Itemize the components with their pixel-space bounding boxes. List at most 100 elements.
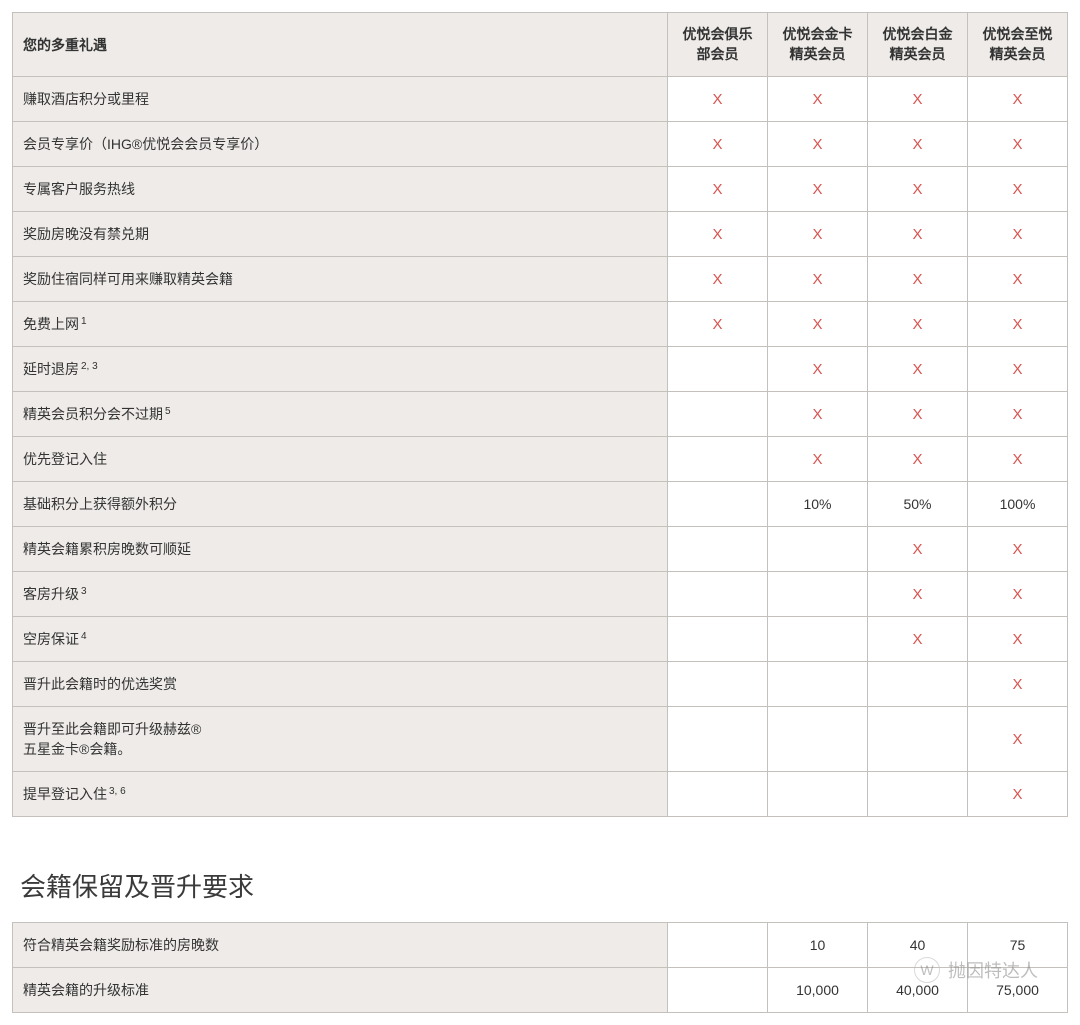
check-x-icon: X: [812, 316, 822, 333]
tier-cell: [768, 707, 868, 772]
tier-cell: X: [768, 257, 868, 302]
tier-cell: X: [768, 122, 868, 167]
tier-value: 50%: [903, 496, 931, 512]
benefit-label: 精英会籍累积房晚数可顺延: [13, 527, 668, 572]
benefit-label: 客房升级3: [13, 572, 668, 617]
check-x-icon: X: [912, 541, 922, 558]
tier-cell: X: [868, 167, 968, 212]
footnote-ref: 4: [81, 631, 87, 642]
tier-cell: X: [968, 77, 1068, 122]
check-x-icon: X: [1012, 406, 1022, 423]
tier-cell: X: [968, 257, 1068, 302]
tier-cell: X: [668, 212, 768, 257]
tier-cell: [668, 572, 768, 617]
benefit-label: 延时退房2, 3: [13, 347, 668, 392]
requirement-row: 符合精英会籍奖励标准的房晚数104075: [13, 923, 1068, 968]
tier-header-3: 优悦会至悦精英会员: [968, 13, 1068, 77]
tier-cell: X: [868, 527, 968, 572]
tier-cell: X: [868, 77, 968, 122]
check-x-icon: X: [1012, 541, 1022, 558]
benefit-label: 晋升至此会籍即可升级赫兹®五星金卡®会籍。: [13, 707, 668, 772]
requirement-row: 精英会籍的升级标准10,00040,00075,000: [13, 968, 1068, 1013]
check-x-icon: X: [1012, 136, 1022, 153]
tier-value: 75: [1010, 937, 1026, 953]
check-x-icon: X: [912, 451, 922, 468]
check-x-icon: X: [812, 91, 822, 108]
tier-cell: [668, 923, 768, 968]
tier-cell: [868, 707, 968, 772]
tier-cell: X: [868, 257, 968, 302]
tier-value: 100%: [1000, 496, 1036, 512]
check-x-icon: X: [912, 406, 922, 423]
tier-cell: X: [768, 167, 868, 212]
tier-cell: [768, 527, 868, 572]
requirements-table: 符合精英会籍奖励标准的房晚数104075精英会籍的升级标准10,00040,00…: [12, 922, 1068, 1013]
tier-cell: X: [868, 617, 968, 662]
benefit-row: 空房保证4 X X: [13, 617, 1068, 662]
tier-cell: [768, 772, 868, 817]
benefit-row: 奖励房晚没有禁兑期XXXX: [13, 212, 1068, 257]
tier-cell: X: [868, 347, 968, 392]
check-x-icon: X: [812, 136, 822, 153]
check-x-icon: X: [712, 271, 722, 288]
check-x-icon: X: [912, 586, 922, 603]
benefit-label: 空房保证4: [13, 617, 668, 662]
tier-cell: [668, 772, 768, 817]
tier-cell: X: [768, 77, 868, 122]
requirement-label: 符合精英会籍奖励标准的房晚数: [13, 923, 668, 968]
tier-cell: X: [868, 572, 968, 617]
benefit-row: 精英会籍累积房晚数可顺延 X X: [13, 527, 1068, 572]
benefit-row: 专属客户服务热线XXXX: [13, 167, 1068, 212]
tier-cell: X: [968, 437, 1068, 482]
check-x-icon: X: [1012, 271, 1022, 288]
check-x-icon: X: [912, 181, 922, 198]
tier-cell: [668, 527, 768, 572]
benefit-label: 优先登记入住: [13, 437, 668, 482]
benefit-label: 晋升此会籍时的优选奖赏: [13, 662, 668, 707]
check-x-icon: X: [712, 91, 722, 108]
tier-header-0: 优悦会俱乐部会员: [668, 13, 768, 77]
footnote-ref: 5: [165, 406, 171, 417]
tier-cell: X: [968, 662, 1068, 707]
tier-cell: [768, 572, 868, 617]
tier-cell: X: [868, 392, 968, 437]
check-x-icon: X: [1012, 786, 1022, 803]
tier-value: 75,000: [996, 982, 1039, 998]
check-x-icon: X: [912, 91, 922, 108]
check-x-icon: X: [912, 631, 922, 648]
check-x-icon: X: [1012, 586, 1022, 603]
footnote-ref: 1: [81, 316, 87, 327]
check-x-icon: X: [812, 181, 822, 198]
benefit-row: 会员专享价（IHG®优悦会会员专享价）XXXX: [13, 122, 1068, 167]
check-x-icon: X: [1012, 226, 1022, 243]
tier-header-1: 优悦会金卡精英会员: [768, 13, 868, 77]
requirement-label: 精英会籍的升级标准: [13, 968, 668, 1013]
tier-cell: X: [768, 437, 868, 482]
check-x-icon: X: [1012, 361, 1022, 378]
benefit-row: 提早登记入住3, 6 X: [13, 772, 1068, 817]
footnote-ref: 3: [81, 586, 87, 597]
benefit-label: 奖励住宿同样可用来赚取精英会籍: [13, 257, 668, 302]
tier-cell: X: [668, 302, 768, 347]
tier-cell: X: [668, 167, 768, 212]
tier-cell: X: [968, 617, 1068, 662]
tier-cell: X: [968, 212, 1068, 257]
benefit-row: 赚取酒店积分或里程XXXX: [13, 77, 1068, 122]
check-x-icon: X: [712, 226, 722, 243]
benefit-row: 晋升此会籍时的优选奖赏 X: [13, 662, 1068, 707]
check-x-icon: X: [812, 451, 822, 468]
benefit-label: 提早登记入住3, 6: [13, 772, 668, 817]
check-x-icon: X: [712, 316, 722, 333]
benefits-header-label: 您的多重礼遇: [13, 13, 668, 77]
tier-cell: [668, 347, 768, 392]
tier-cell: 40,000: [868, 968, 968, 1013]
tier-cell: X: [968, 302, 1068, 347]
benefit-label: 奖励房晚没有禁兑期: [13, 212, 668, 257]
benefits-table: 您的多重礼遇 优悦会俱乐部会员 优悦会金卡精英会员 优悦会白金精英会员 优悦会至…: [12, 12, 1068, 817]
tier-cell: X: [768, 347, 868, 392]
benefit-row: 优先登记入住 X X X: [13, 437, 1068, 482]
tier-value: 10%: [803, 496, 831, 512]
benefit-label: 免费上网1: [13, 302, 668, 347]
tier-cell: X: [968, 392, 1068, 437]
tier-cell: X: [868, 437, 968, 482]
